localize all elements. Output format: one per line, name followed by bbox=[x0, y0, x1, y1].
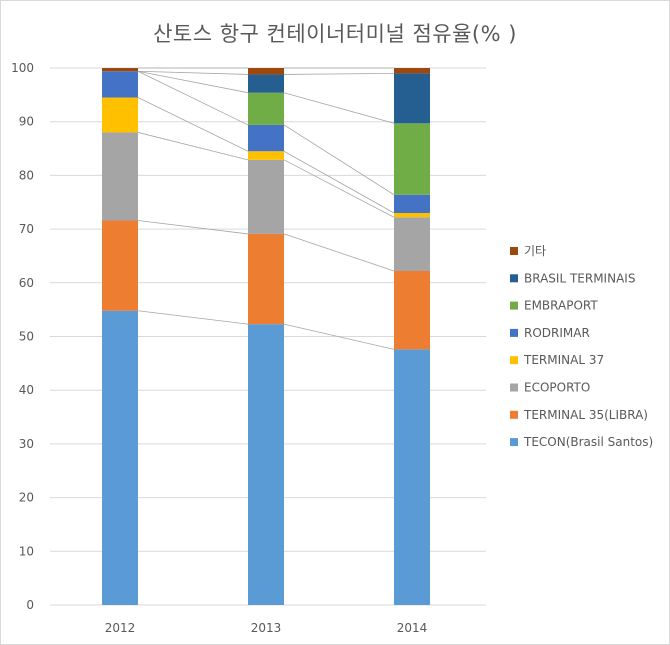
series-line bbox=[283, 72, 395, 75]
series-line bbox=[283, 92, 395, 124]
chart-title: 산토스 항구 컨테이너터미널 점유율(% ) bbox=[153, 22, 517, 46]
bars bbox=[102, 68, 430, 605]
legend-swatch bbox=[510, 328, 518, 337]
legend-swatch bbox=[510, 383, 518, 392]
bar-segment bbox=[394, 349, 430, 605]
series-line bbox=[283, 233, 395, 272]
legend-swatch bbox=[510, 274, 518, 283]
legend-swatch bbox=[510, 301, 518, 310]
legend-label: ECOPORTO bbox=[524, 381, 590, 395]
series-line bbox=[137, 310, 249, 325]
y-tick-label: 90 bbox=[19, 115, 34, 129]
series-line bbox=[283, 159, 395, 218]
legend-label: BRASIL TERMINAIS bbox=[524, 271, 635, 285]
legend-label: 기타 bbox=[524, 244, 546, 258]
legend-label: TECON(Brasil Santos) bbox=[523, 435, 653, 449]
bar-segment bbox=[248, 124, 284, 152]
bar-segment bbox=[248, 151, 284, 160]
bar-segment bbox=[248, 159, 284, 234]
x-axis: 2012 2013 2014 bbox=[105, 621, 428, 635]
bar-segment bbox=[394, 270, 430, 350]
legend-swatch bbox=[510, 247, 518, 255]
bar-segment bbox=[102, 97, 138, 133]
bar-segment bbox=[248, 324, 284, 605]
bar-segment bbox=[394, 194, 430, 213]
series-line bbox=[137, 132, 249, 161]
legend-label: RODRIMAR bbox=[524, 326, 590, 340]
series-line bbox=[137, 70, 249, 75]
series-line bbox=[137, 220, 249, 235]
bar-segment bbox=[394, 212, 430, 218]
bar-segment bbox=[248, 233, 284, 325]
legend: 기타 BRASIL TERMINAIS EMBRAPORT RODRIMAR TERMI… bbox=[510, 244, 653, 449]
y-tick-label: 40 bbox=[19, 383, 34, 397]
y-tick-label: 0 bbox=[26, 598, 34, 612]
y-tick-label: 30 bbox=[19, 437, 34, 451]
y-tick-label: 10 bbox=[19, 544, 34, 558]
y-tick-label: 50 bbox=[19, 330, 34, 344]
legend-swatch bbox=[510, 356, 518, 365]
series-connector-lines bbox=[137, 67, 395, 350]
legend-label: EMBRAPORT bbox=[524, 299, 598, 313]
bar-segment bbox=[394, 73, 430, 124]
y-tick-label: 100 bbox=[11, 61, 34, 75]
series-line bbox=[137, 97, 249, 152]
series-line bbox=[283, 323, 395, 350]
bar-segment bbox=[102, 220, 138, 311]
bar-segment bbox=[248, 68, 284, 75]
x-tick-label: 2014 bbox=[397, 621, 428, 635]
y-tick-label: 80 bbox=[19, 168, 34, 182]
y-tick-label: 70 bbox=[19, 222, 34, 236]
y-axis: 0 10 20 30 40 50 60 70 80 90 100 bbox=[11, 61, 34, 612]
legend-label: TERMINAL 37 bbox=[523, 353, 604, 367]
legend-label: TERMINAL 35(LIBRA) bbox=[523, 408, 648, 422]
y-tick-label: 20 bbox=[19, 491, 34, 505]
legend-swatch bbox=[510, 410, 518, 419]
bar-segment bbox=[394, 123, 430, 195]
x-tick-label: 2012 bbox=[105, 621, 136, 635]
bar-segment bbox=[394, 217, 430, 271]
bar-segment bbox=[102, 132, 138, 221]
y-tick-label: 60 bbox=[19, 276, 34, 290]
series-line bbox=[137, 70, 249, 94]
bar-segment bbox=[394, 68, 430, 74]
bar-segment bbox=[248, 74, 284, 93]
bar-segment bbox=[102, 71, 138, 98]
bar-segment bbox=[102, 68, 138, 72]
x-tick-label: 2013 bbox=[251, 621, 282, 635]
bar-segment bbox=[248, 92, 284, 125]
series-line bbox=[283, 124, 395, 196]
series-line bbox=[137, 70, 249, 126]
bar-segment bbox=[102, 310, 138, 605]
legend-swatch bbox=[510, 438, 518, 447]
series-line bbox=[283, 150, 395, 214]
